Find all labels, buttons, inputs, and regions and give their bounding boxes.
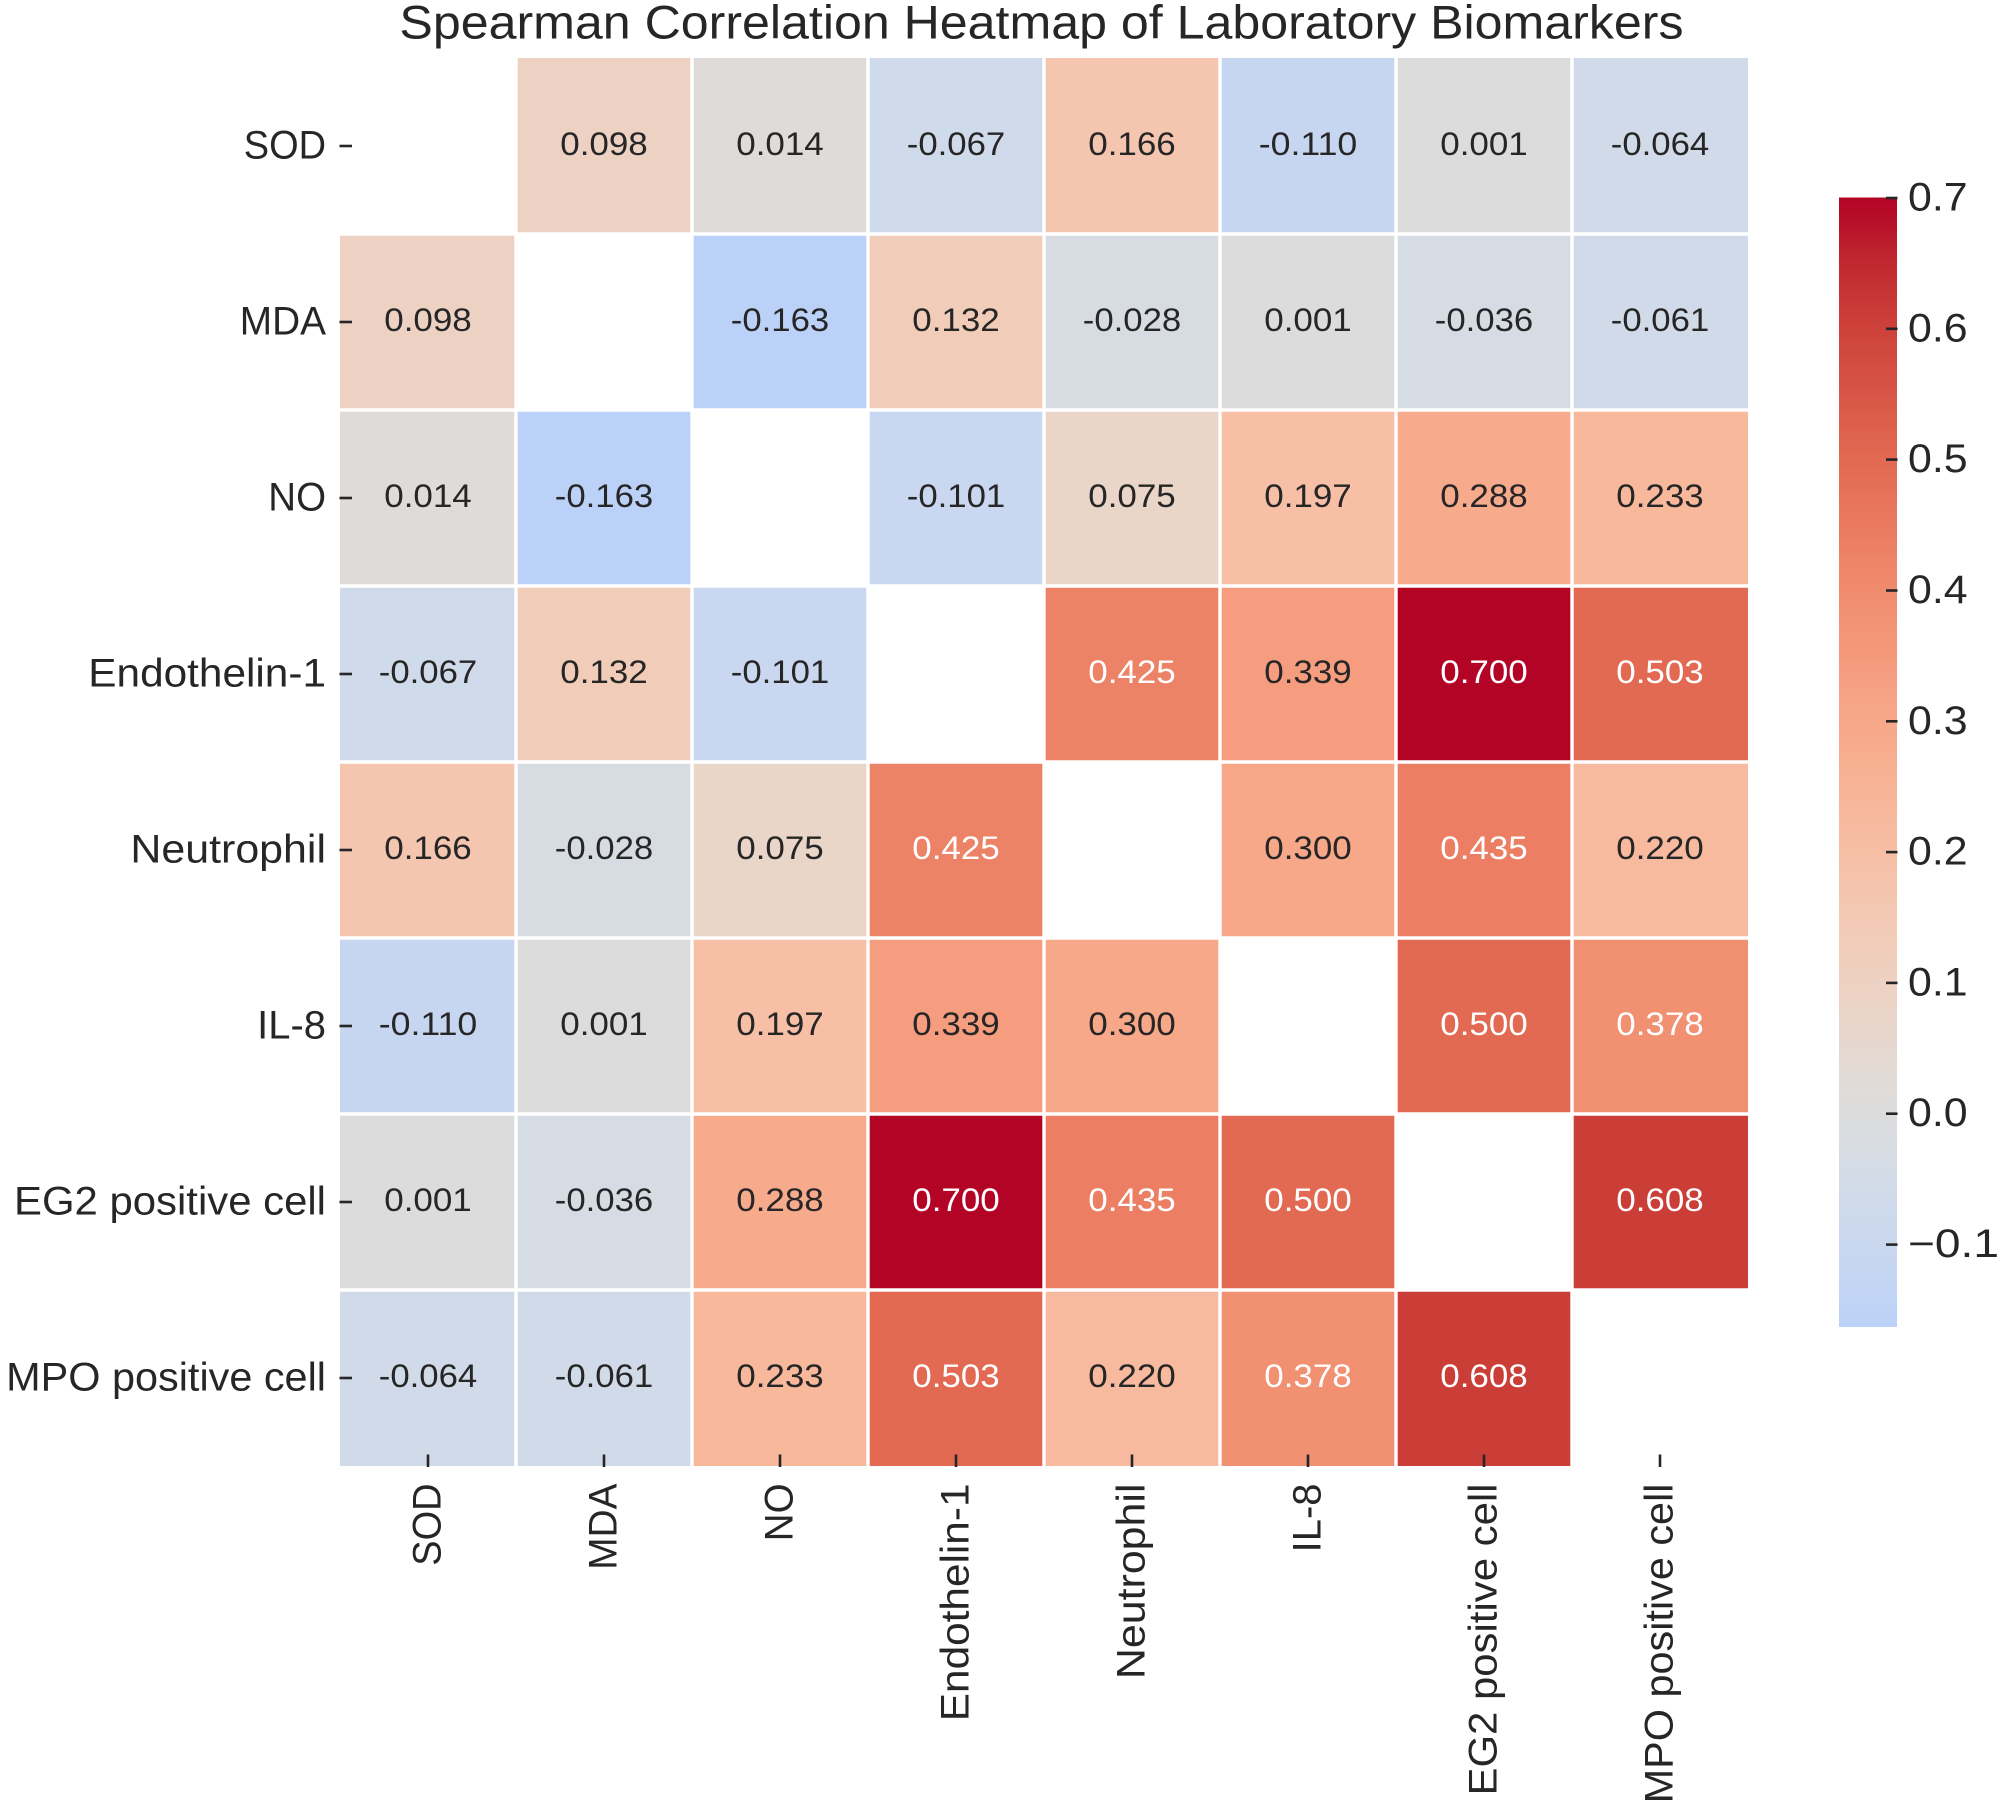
- svg-text:0.1: 0.1: [1908, 960, 1968, 1004]
- svg-text:0.001: 0.001: [1264, 302, 1352, 338]
- svg-text:0.503: 0.503: [912, 1358, 1000, 1394]
- svg-text:0.197: 0.197: [1264, 478, 1352, 514]
- svg-text:-0.028: -0.028: [1083, 302, 1182, 338]
- svg-text:-0.061: -0.061: [555, 1358, 654, 1394]
- svg-text:0.166: 0.166: [384, 830, 472, 866]
- svg-text:-0.101: -0.101: [731, 654, 830, 690]
- svg-text:-0.110: -0.110: [1259, 126, 1358, 162]
- svg-text:0.339: 0.339: [912, 1006, 1000, 1042]
- svg-text:0.001: 0.001: [384, 1182, 472, 1218]
- svg-text:0.608: 0.608: [1616, 1182, 1704, 1218]
- svg-text:0.098: 0.098: [384, 302, 472, 338]
- svg-text:0.700: 0.700: [912, 1182, 1000, 1218]
- svg-text:NO: NO: [268, 476, 326, 520]
- svg-text:Neutrophil: Neutrophil: [1110, 1484, 1154, 1680]
- svg-text:EG2 positive cell: EG2 positive cell: [1462, 1484, 1506, 1796]
- svg-text:0.503: 0.503: [1616, 654, 1704, 690]
- svg-text:0.700: 0.700: [1440, 654, 1528, 690]
- svg-text:0.098: 0.098: [560, 126, 648, 162]
- svg-text:0.220: 0.220: [1088, 1358, 1176, 1394]
- svg-text:MPO positive cell: MPO positive cell: [1638, 1484, 1682, 1804]
- svg-text:0.233: 0.233: [1616, 478, 1704, 514]
- svg-text:0.435: 0.435: [1440, 830, 1528, 866]
- svg-text:0.339: 0.339: [1264, 654, 1352, 690]
- svg-text:0.7: 0.7: [1908, 176, 1968, 220]
- svg-text:0.132: 0.132: [560, 654, 648, 690]
- svg-text:0.0: 0.0: [1908, 1091, 1968, 1135]
- svg-text:-0.163: -0.163: [555, 478, 654, 514]
- svg-text:-0.110: -0.110: [379, 1006, 478, 1042]
- svg-text:0.378: 0.378: [1264, 1358, 1352, 1394]
- svg-text:0.500: 0.500: [1440, 1006, 1528, 1042]
- svg-text:0.300: 0.300: [1088, 1006, 1176, 1042]
- svg-text:IL-8: IL-8: [1286, 1484, 1330, 1553]
- svg-text:0.197: 0.197: [736, 1006, 824, 1042]
- svg-text:0.6: 0.6: [1908, 306, 1968, 350]
- svg-text:EG2 positive cell: EG2 positive cell: [14, 1180, 326, 1224]
- svg-text:0.425: 0.425: [1088, 654, 1176, 690]
- svg-text:0.378: 0.378: [1616, 1006, 1704, 1042]
- svg-text:Neutrophil: Neutrophil: [130, 828, 326, 872]
- svg-text:Endothelin-1: Endothelin-1: [934, 1484, 978, 1722]
- svg-text:0.608: 0.608: [1440, 1358, 1528, 1394]
- svg-text:MDA: MDA: [240, 300, 327, 344]
- svg-text:Spearman Correlation Heatmap o: Spearman Correlation Heatmap of Laborato…: [399, 0, 1683, 49]
- svg-text:SOD: SOD: [244, 124, 326, 168]
- svg-text:0.2: 0.2: [1908, 830, 1968, 874]
- svg-text:-0.061: -0.061: [1611, 302, 1710, 338]
- svg-text:0.075: 0.075: [736, 830, 824, 866]
- svg-text:IL-8: IL-8: [257, 1004, 326, 1048]
- svg-text:MDA: MDA: [582, 1483, 626, 1570]
- svg-text:-0.067: -0.067: [379, 654, 478, 690]
- svg-text:0.500: 0.500: [1264, 1182, 1352, 1218]
- svg-text:0.001: 0.001: [1440, 126, 1528, 162]
- svg-text:0.425: 0.425: [912, 830, 1000, 866]
- svg-text:Endothelin-1: Endothelin-1: [88, 652, 326, 696]
- svg-text:0.3: 0.3: [1908, 699, 1968, 743]
- svg-text:0.300: 0.300: [1264, 830, 1352, 866]
- svg-text:-0.067: -0.067: [907, 126, 1006, 162]
- svg-text:-0.036: -0.036: [1435, 302, 1534, 338]
- svg-text:0.233: 0.233: [736, 1358, 824, 1394]
- svg-text:-0.163: -0.163: [731, 302, 830, 338]
- svg-text:0.220: 0.220: [1616, 830, 1704, 866]
- svg-text:-0.028: -0.028: [555, 830, 654, 866]
- svg-text:0.132: 0.132: [912, 302, 1000, 338]
- svg-text:0.001: 0.001: [560, 1006, 648, 1042]
- svg-text:0.288: 0.288: [1440, 478, 1528, 514]
- svg-text:0.4: 0.4: [1908, 568, 1968, 612]
- svg-text:0.014: 0.014: [384, 478, 472, 514]
- svg-text:−0.1: −0.1: [1908, 1222, 1999, 1266]
- svg-text:0.166: 0.166: [1088, 126, 1176, 162]
- svg-text:0.288: 0.288: [736, 1182, 824, 1218]
- svg-text:-0.036: -0.036: [555, 1182, 654, 1218]
- svg-text:NO: NO: [758, 1484, 802, 1542]
- svg-text:MPO positive cell: MPO positive cell: [6, 1356, 326, 1400]
- svg-text:-0.064: -0.064: [379, 1358, 478, 1394]
- svg-text:0.435: 0.435: [1088, 1182, 1176, 1218]
- svg-text:-0.101: -0.101: [907, 478, 1006, 514]
- svg-text:-0.064: -0.064: [1611, 126, 1710, 162]
- svg-text:SOD: SOD: [406, 1484, 450, 1566]
- svg-text:0.014: 0.014: [736, 126, 824, 162]
- svg-text:0.075: 0.075: [1088, 478, 1176, 514]
- svg-text:0.5: 0.5: [1908, 437, 1968, 481]
